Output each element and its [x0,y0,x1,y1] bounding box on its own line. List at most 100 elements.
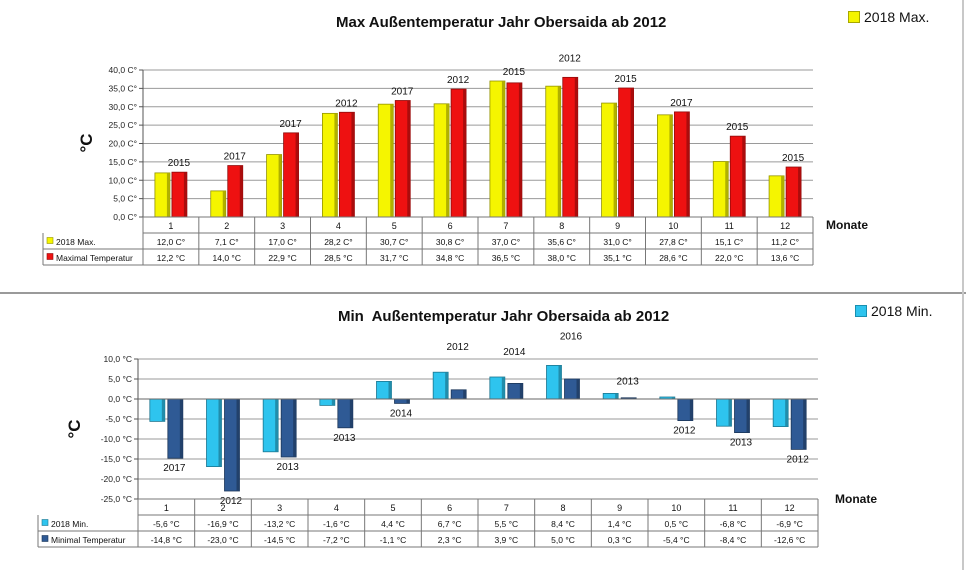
min-chart-title: Min Außentemperatur Jahr Obersaida ab 20… [338,308,670,325]
y-tick-label: 15,0 C° [109,157,137,167]
bar-side-shade [746,399,750,433]
bar-side-shade [576,379,580,399]
bar-2018-max--4 [322,112,338,218]
year-data-label: 2015 [503,67,526,78]
bar-side-shade [798,167,802,217]
legend-label-2018-min: 2018 Min. [871,303,933,319]
table-cell-value: -13,2 °C [264,519,295,529]
table-cell-value: -23,0 °C [207,535,238,545]
table-cell-value: 28,2 C° [324,237,352,247]
window-edge [962,0,964,570]
table-series-name: Minimal Temperatur [51,535,126,545]
bar-maximal-temperatur-3 [283,132,299,218]
x-category-label: 12 [785,503,795,513]
bar-2018-min--3 [262,398,279,453]
bar-2018-min--2 [206,398,222,467]
table-series-name: Maximal Temperatur [56,253,133,263]
x-category-label: 9 [617,503,622,513]
year-data-label: 2012 [673,426,696,437]
y-tick-label: -20,0 °C [101,474,132,484]
bar-side-shade [574,77,578,217]
bar-2018-min--4 [319,398,336,406]
table-cell-value: 12,2 °C [157,253,185,263]
x-category-label: 2 [224,221,229,231]
year-data-label: 2012 [559,53,582,64]
bar-minimal-temperatur-8 [564,378,580,400]
bar-side-shade [166,172,170,217]
table-cell-value: 22,0 °C [715,253,743,263]
bar-maximal-temperatur-9 [618,87,634,218]
bar-side-shade [671,397,675,399]
table-cell-value: -14,8 °C [151,535,182,545]
x-category-label: 4 [334,503,339,513]
x-category-label: 7 [503,221,508,231]
y-tick-label: 25,0 C° [109,120,137,130]
bar-minimal-temperatur-10 [677,398,694,422]
x-category-label: 2 [220,503,225,513]
x-category-label: 1 [164,503,169,513]
table-legend-key [46,253,54,260]
bar-2018-min--12 [772,398,789,428]
table-cell-value: 22,9 °C [268,253,296,263]
bar-side-shade [239,165,243,217]
x-category-label: 11 [728,503,737,513]
bar-2018-max--12 [768,175,785,218]
bar-side-shade [236,399,240,491]
bar-minimal-temperatur-1 [167,398,184,459]
table-series-name: 2018 Min. [51,519,88,529]
y-tick-label: 0,0 °C [108,394,132,404]
bar-side-shade [388,381,392,399]
bar-2018-min--6 [432,371,449,400]
table-cell-value: 17,0 C° [268,237,296,247]
bar-side-shade [278,154,282,217]
table-cell-value: -14,5 °C [264,535,295,545]
table-cell-value: 3,9 °C [494,535,518,545]
table-cell-value: 4,4 °C [381,519,405,529]
bar-minimal-temperatur-12 [790,398,807,450]
table-cell-value: 27,8 C° [659,237,687,247]
table-cell-value: 1,4 °C [608,519,632,529]
table-cell-value: 7,1 C° [215,237,239,247]
table-cell-value: 34,8 °C [436,253,464,263]
table-cell-value: 5,0 °C [551,535,575,545]
bar-maximal-temperatur-2 [227,165,244,218]
y-tick-label: 10,0 C° [109,175,137,185]
legend-swatch-2018-min [855,305,867,317]
bar-side-shade [351,112,355,217]
bar-2018-max--5 [377,103,394,218]
bar-minimal-temperatur-2 [224,398,240,492]
table-series-name: 2018 Max. [56,237,96,247]
y-axis-label: °C [65,419,84,438]
year-data-label: 2017 [163,463,186,474]
bar-2018-max--6 [433,103,450,218]
bar-side-shade [349,399,353,428]
bar-2018-min--5 [376,381,392,400]
bar-minimal-temperatur-11 [734,398,750,433]
table-cell-value: 11,2 C° [771,237,799,247]
y-tick-label: 20,0 C° [109,139,137,149]
table-cell-value: -1,1 °C [380,535,407,545]
x-category-label: 12 [780,221,790,231]
year-data-label: 2012 [220,496,243,507]
bar-minimal-temperatur-3 [280,398,297,458]
year-data-label: 2014 [390,408,413,419]
table-cell-value: 6,7 °C [438,519,462,529]
bar-side-shade [686,111,690,217]
x-category-label: 4 [336,221,341,231]
year-data-label: 2016 [560,331,583,342]
year-data-label: 2012 [447,342,470,353]
table-cell-value: -6,8 °C [720,519,747,529]
table-cell-value: -1,6 °C [323,519,350,529]
table-cell-value: 5,5 °C [494,519,518,529]
x-axis-label: Monate [826,218,868,232]
table-cell-value: 30,7 C° [380,237,408,247]
table-cell-value: 28,6 °C [659,253,687,263]
bar-side-shade [742,136,746,217]
bar-side-shade [406,399,410,404]
table-cell-value: 35,1 °C [603,253,631,263]
max-chart-legend: 2018 Max. [848,9,929,25]
bar-side-shade [781,175,785,217]
y-tick-label: 0,0 C° [113,212,137,222]
bar-2018-min--8 [546,365,562,400]
min-chart-legend: 2018 Min. [855,303,932,319]
